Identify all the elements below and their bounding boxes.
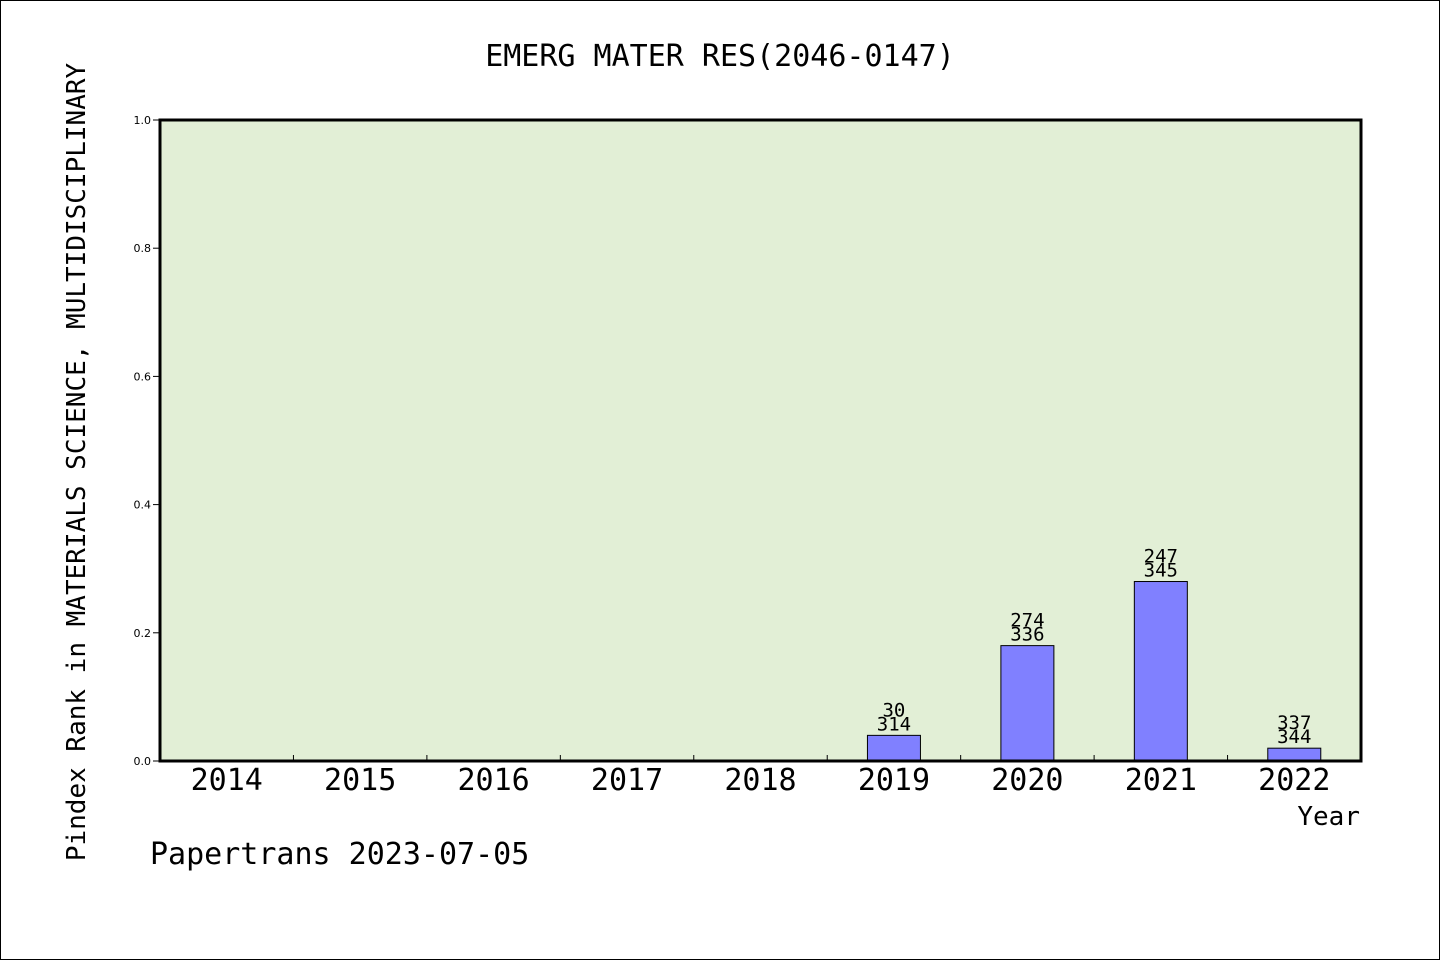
bar-label-bottom: 336 xyxy=(1010,624,1044,646)
x-axis-label: Year xyxy=(1297,802,1360,832)
bar xyxy=(1133,581,1188,762)
x-tick-label: 2020 xyxy=(991,763,1063,798)
x-axis-ticks: 2014 2015 2016 2017 2018 2019 2020 2021 2022 xyxy=(191,755,1330,798)
bar-label-top: 274 xyxy=(1010,610,1044,632)
bar-label-bottom: 344 xyxy=(1277,726,1311,748)
x-tick-label: 2017 xyxy=(591,763,663,798)
x-tick-label: 2014 xyxy=(191,763,263,798)
bar-label-bottom: 345 xyxy=(1144,560,1178,582)
chart-title: EMERG MATER RES(2046-0147) xyxy=(485,39,955,74)
x-tick-label: 2016 xyxy=(457,763,529,798)
bar-label-bottom: 314 xyxy=(877,713,911,735)
x-tick-label: 2022 xyxy=(1258,763,1330,798)
y-tick-label: 0.8 xyxy=(134,242,152,255)
y-tick-label: 0.4 xyxy=(134,499,152,512)
y-tick-label: 1.0 xyxy=(134,114,152,127)
y-tick-label: 0.0 xyxy=(134,755,152,768)
plot-border xyxy=(158,118,1363,763)
bar xyxy=(866,734,921,762)
bars-group xyxy=(866,581,1322,762)
x-tick-label: 2018 xyxy=(724,763,796,798)
bar xyxy=(1267,747,1322,762)
x-tick-label: 2021 xyxy=(1125,763,1197,798)
bar xyxy=(1000,645,1055,762)
bar-label-top: 30 xyxy=(882,699,905,721)
y-tick-label: 0.6 xyxy=(134,370,152,383)
bar-label-top: 247 xyxy=(1144,546,1178,568)
x-tick-label: 2015 xyxy=(324,763,396,798)
y-axis-ticks: 0.0 0.2 0.4 0.6 0.8 1.0 xyxy=(134,114,160,768)
footer-text: Papertrans 2023-07-05 xyxy=(150,837,529,872)
bar-label-top: 337 xyxy=(1277,712,1311,734)
y-axis-label: Pindex Rank in MATERIALS SCIENCE, MULTID… xyxy=(62,62,92,861)
x-tick-label: 2019 xyxy=(858,763,930,798)
y-tick-label: 0.2 xyxy=(134,627,152,640)
